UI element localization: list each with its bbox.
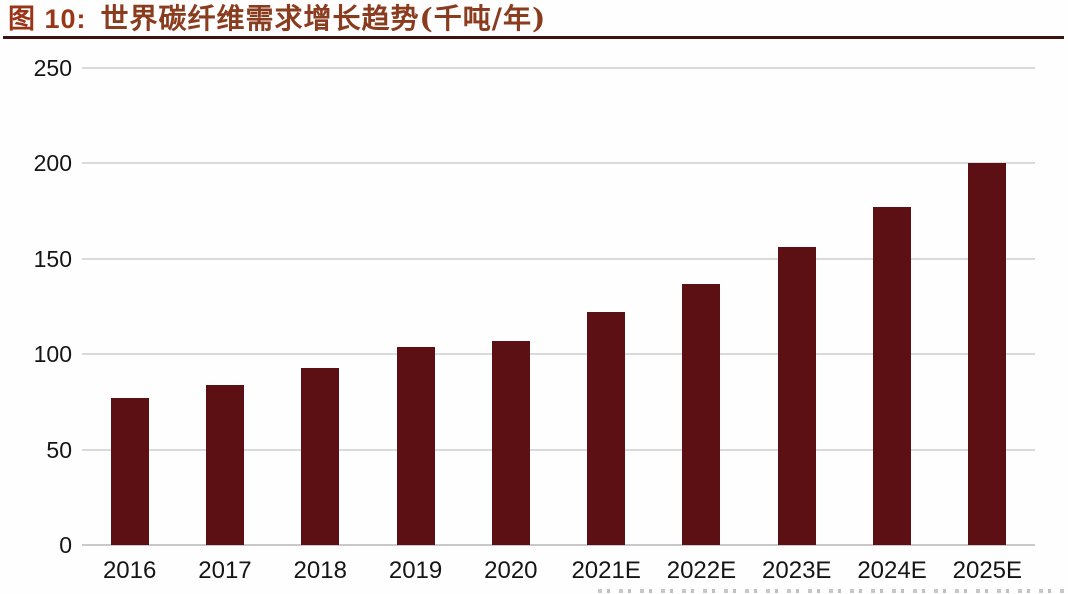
y-tick-label: 150 [33,245,72,272]
gridline-y-200 [82,162,1035,165]
x-tick-label-2019: 2019 [388,557,443,584]
clipped-source-text-strip [598,589,1064,593]
bar-2021E [587,312,626,545]
y-tick-label: 0 [59,532,72,558]
bar-2023E [777,247,816,545]
gridline-y-100 [82,353,1035,356]
figure-number-label: 图 10: [8,4,87,34]
y-tick-label: 100 [33,341,72,368]
x-tick-label-2018: 2018 [293,557,347,584]
gridline-y-50 [82,448,1035,451]
bar-2025E [968,163,1007,545]
x-tick-label-2020: 2020 [484,557,538,584]
plot-area [82,67,1035,546]
gridline-y-150 [82,257,1035,260]
title-underline-rule [3,36,1064,39]
bar-2016 [110,398,149,545]
gridline-y-0 [82,544,1035,546]
y-tick-label: 200 [33,150,72,177]
x-tick-label-2016: 2016 [102,557,157,584]
x-tick-label-2024E: 2024E [857,557,927,584]
x-tick-label-2023E: 2023E [762,557,832,584]
figure-title: 世界碳纤维需求增长趋势(千吨/年) [100,2,547,35]
bar-2020 [491,340,530,545]
bar-2024E [873,207,912,545]
x-tick-label-2022E: 2022E [666,557,737,584]
bar-2019 [396,346,435,545]
y-tick-label: 250 [33,55,72,81]
x-tick-label-2021E: 2021E [571,557,641,584]
bar-2017 [205,384,244,545]
x-tick-label-2017: 2017 [198,557,252,584]
gridline-y-250 [82,67,1035,69]
bar-2022E [682,283,721,545]
bar-2018 [301,367,340,545]
x-tick-label-2025E: 2025E [952,557,1023,584]
y-tick-label: 50 [46,436,72,463]
figure-header: 图 10: 世界碳纤维需求增长趋势(千吨/年) [8,2,546,36]
